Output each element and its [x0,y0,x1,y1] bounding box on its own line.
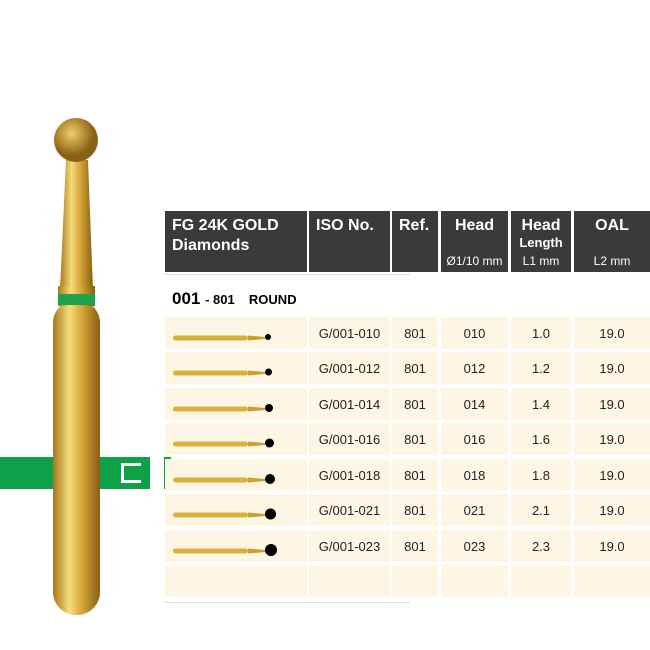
cell-l1: 2.1 [511,494,571,526]
cell-iso: G/001-023 [309,530,390,562]
cell-l2: 19.0 [574,494,650,526]
cell-iso: G/001-021 [309,494,390,526]
cell-l1: 1.6 [511,423,571,455]
cell-l1 [511,565,571,597]
bur-thumbnail [173,404,273,412]
cell-ref: 801 [392,494,438,526]
cell-l2: 19.0 [574,423,650,455]
cell-ref: 801 [392,352,438,384]
cell-l2 [574,565,650,597]
cell-l2: 19.0 [574,459,650,491]
cell-tool [165,388,307,420]
bur-image [53,118,100,615]
cell-tool [165,459,307,491]
cell-l2: 19.0 [574,530,650,562]
cell-head: 021 [441,494,508,526]
cell-iso: G/001-016 [309,423,390,455]
cell-iso: G/001-018 [309,459,390,491]
cell-l1: 1.4 [511,388,571,420]
bur-thumbnail [173,508,276,520]
header-oal: OAL L2 mm [574,211,650,272]
cell-iso: G/001-010 [309,317,390,349]
bur-thumbnail [173,438,274,448]
divider [165,274,410,275]
cell-iso: G/001-014 [309,388,390,420]
header-ref: Ref. [392,211,438,272]
cell-tool [165,530,307,562]
cell-ref: 801 [392,459,438,491]
grit-badge-c [121,463,141,483]
cell-head: 012 [441,352,508,384]
cell-l1: 1.2 [511,352,571,384]
cell-l1: 2.3 [511,530,571,562]
cell-tool [165,317,307,349]
header-head-length: Head Length L1 mm [511,211,571,272]
cell-iso: G/001-012 [309,352,390,384]
cell-l2: 19.0 [574,317,650,349]
cell-head: 023 [441,530,508,562]
bur-thumbnail [173,334,271,341]
cell-tool [165,423,307,455]
header-head: Head Ø1/10 mm [441,211,508,272]
cell-l2: 19.0 [574,388,650,420]
cell-tool [165,494,307,526]
cell-head: 010 [441,317,508,349]
cell-head [441,565,508,597]
cell-ref: 801 [392,388,438,420]
cell-head: 018 [441,459,508,491]
cell-ref: 801 [392,317,438,349]
bur-thumbnail [173,544,277,556]
section-title: 001 - 801 ROUND [172,289,297,308]
cell-l1: 1.8 [511,459,571,491]
cell-l1: 1.0 [511,317,571,349]
header-iso: ISO No. [309,211,390,272]
cell-ref: 801 [392,423,438,455]
cell-tool [165,565,307,597]
bur-thumbnail [173,474,275,484]
cell-tool [165,352,307,384]
cell-iso [309,565,390,597]
bur-thumbnail [173,368,272,376]
cell-head: 014 [441,388,508,420]
cell-l2: 19.0 [574,352,650,384]
cell-ref: 801 [392,530,438,562]
cell-ref [392,565,438,597]
header-product: FG 24K GOLD Diamonds [165,211,307,272]
cell-head: 016 [441,423,508,455]
divider [165,602,410,603]
